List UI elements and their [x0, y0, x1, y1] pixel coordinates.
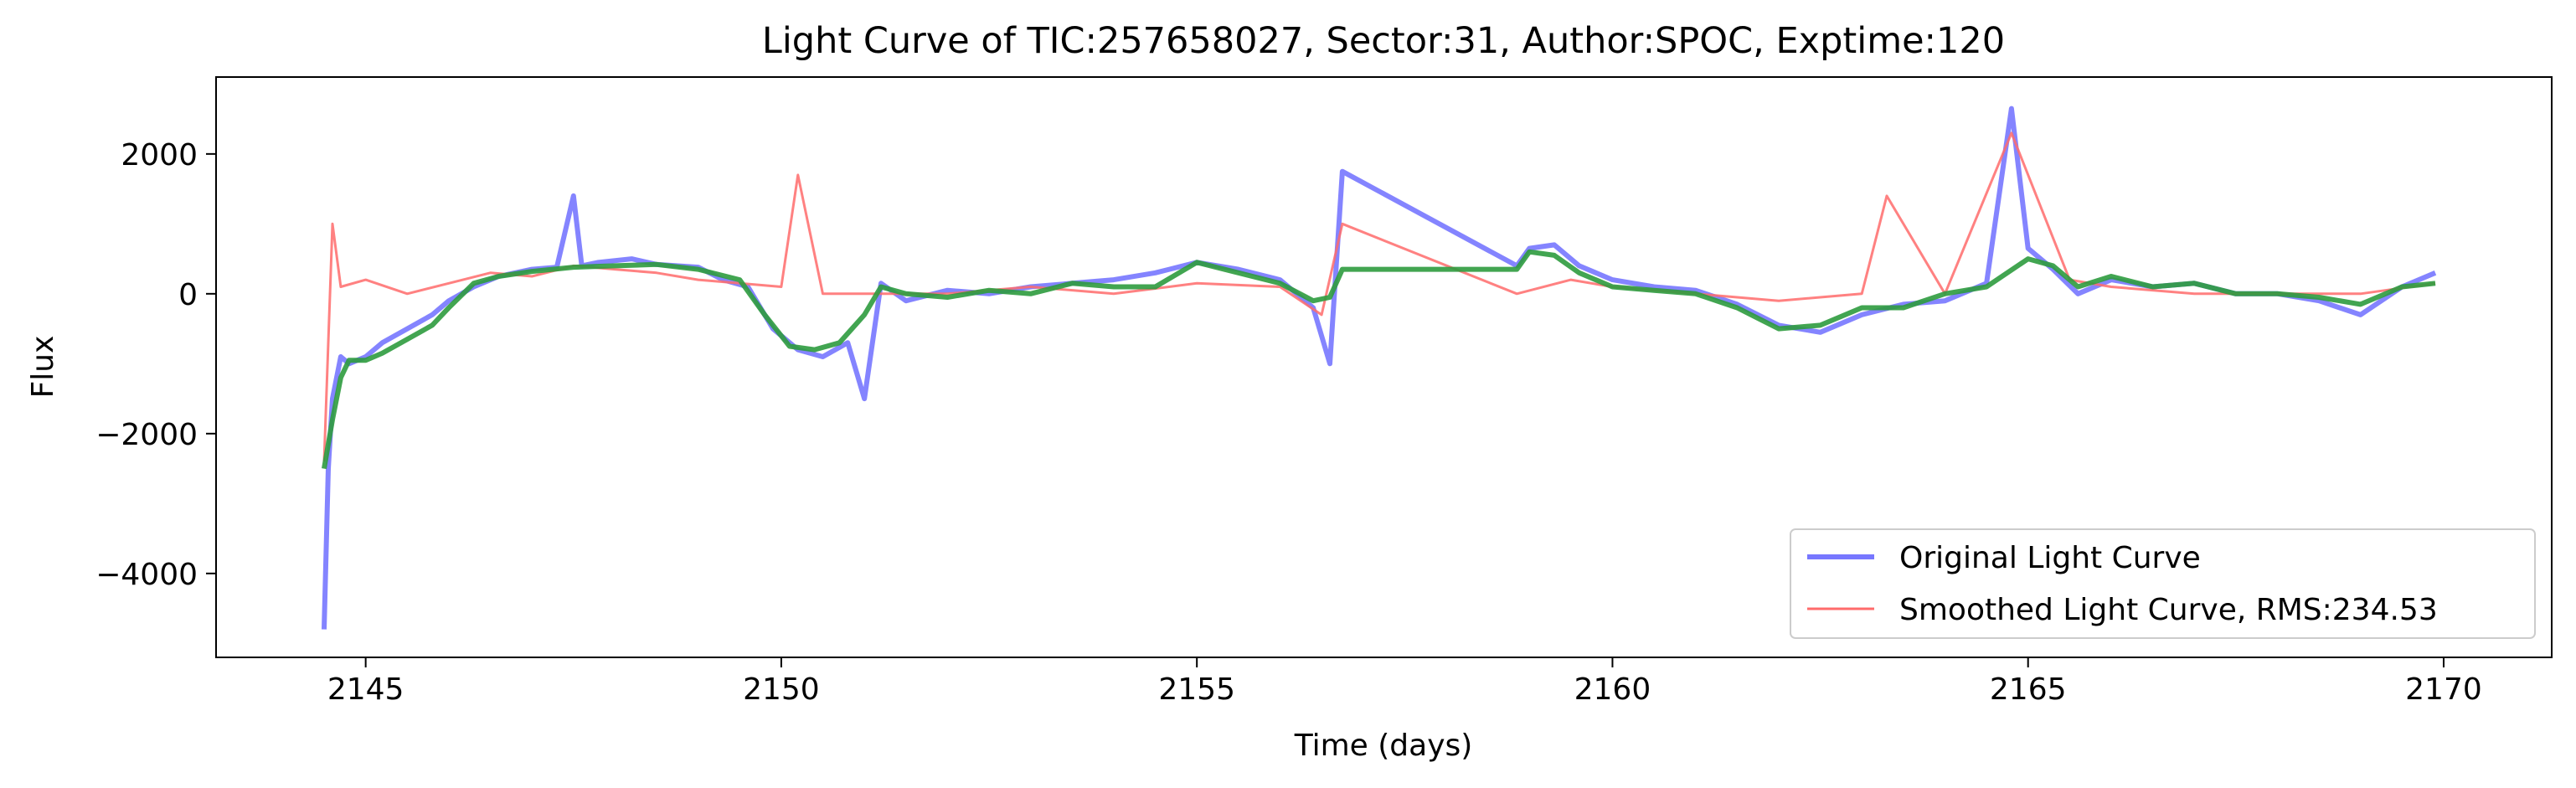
x-tick-label: 2165 [1990, 672, 2067, 707]
x-axis: 2145 2150 2155 2160 2165 2170 [327, 657, 2482, 707]
y-axis-title: Flux [26, 336, 60, 399]
x-tick-label: 2160 [1574, 672, 1651, 707]
y-tick-label: 0 [178, 278, 198, 312]
x-tick-label: 2155 [1158, 672, 1235, 707]
legend-label-smoothed: Smoothed Light Curve, RMS:234.53 [1899, 593, 2438, 627]
plot-area [322, 106, 2437, 630]
legend-box [1790, 528, 2536, 639]
chart-title: Light Curve of TIC:257658027, Sector:31,… [762, 20, 2005, 62]
y-tick-label: 2000 [121, 138, 198, 173]
y-tick-label: −2000 [95, 418, 198, 452]
x-tick-label: 2150 [743, 672, 820, 707]
series-line-2 [322, 249, 2436, 470]
plot-frame [215, 76, 2553, 658]
legend-label-original: Original Light Curve [1899, 541, 2201, 575]
series-line-1 [322, 131, 2436, 462]
y-tick-label: −4000 [95, 558, 198, 592]
legend: Original Light Curve Smoothed Light Curv… [1790, 528, 2536, 639]
y-axis: −4000 −2000 0 2000 [95, 138, 216, 592]
x-axis-title: Time (days) [1294, 729, 1473, 763]
x-tick-label: 2170 [2405, 672, 2482, 707]
x-tick-label: 2145 [327, 672, 404, 707]
